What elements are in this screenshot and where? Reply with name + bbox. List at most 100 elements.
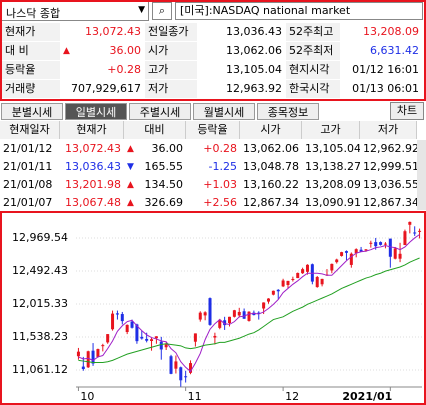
candle-body: [296, 272, 300, 279]
candle-body: [330, 263, 334, 271]
high: 13,208.09: [305, 178, 360, 191]
tab[interactable]: 분별시세: [1, 103, 63, 120]
date: 21/01/08: [3, 178, 53, 191]
column-header: 고가: [302, 121, 360, 139]
change-cell: ▲ 326.69: [124, 194, 186, 212]
candle-body: [413, 232, 417, 234]
candle-body: [120, 314, 124, 322]
arrow: ▲: [127, 180, 134, 190]
quote-value: ▲ 36.00: [60, 42, 144, 60]
quote-value: 707,929,617: [71, 82, 141, 95]
moving-average: [78, 257, 420, 363]
candle-body: [344, 251, 348, 253]
quote-label: 등락율: [2, 61, 60, 79]
arrow: ▼: [127, 162, 134, 172]
market-name: [미국]:NASDAQ national market: [175, 2, 423, 20]
candle-body: [320, 278, 324, 285]
candle-body: [193, 333, 197, 342]
quote-label: 현지시각: [286, 61, 340, 79]
candle-body: [115, 313, 119, 315]
candle-body: [101, 345, 105, 347]
candle-body: [301, 269, 305, 274]
candle-body: [81, 366, 85, 370]
scrollbar[interactable]: [417, 140, 426, 210]
change: 134.50: [144, 178, 184, 191]
candle-body: [179, 367, 183, 381]
candle-body: [154, 336, 158, 339]
candle-body: [403, 231, 407, 246]
quote-value: 01/13 06:01: [352, 82, 419, 95]
quote-panel: [0, 0, 426, 101]
candle-body: [398, 253, 402, 259]
candle-body: [208, 298, 212, 325]
candle-body: [364, 249, 368, 251]
change-cell: ▲ 134.50: [124, 176, 186, 194]
tab[interactable]: 월별시세: [193, 103, 255, 120]
change: 36.00: [151, 142, 184, 155]
y-tick-label: 12,492.43: [12, 264, 68, 277]
tab[interactable]: 일별시세: [65, 103, 127, 120]
rate: +0.28: [203, 142, 237, 155]
candle-body: [150, 339, 154, 342]
quote-value: 6,631.42: [370, 44, 419, 57]
candle-body: [286, 280, 290, 285]
tab[interactable]: 종목정보: [257, 103, 319, 120]
candle-body: [354, 249, 358, 254]
rate: +1.03: [203, 178, 237, 191]
quote-label: 52주최고: [286, 23, 340, 41]
high: 13,090.91: [305, 196, 360, 209]
candle-body: [96, 349, 100, 357]
x-tick-label: 11: [188, 390, 202, 403]
candle-body: [228, 316, 232, 324]
x-tick-label: 2021/01: [342, 390, 392, 403]
candle-body: [106, 334, 110, 343]
candle-body: [379, 242, 383, 245]
quote-value: 12,963.92: [226, 82, 282, 95]
high: 13,105.04: [305, 142, 360, 155]
low: 12,999.51: [363, 160, 417, 173]
candle-body: [169, 356, 173, 374]
dropdown-arrow: ▼: [138, 5, 145, 15]
candle-body: [125, 324, 129, 333]
tab[interactable]: 주별시세: [129, 103, 191, 120]
search-button[interactable]: ⌕: [152, 2, 172, 20]
column-header: 현재가: [60, 121, 124, 139]
candle-body: [237, 311, 241, 316]
quote-label: 저가: [145, 80, 197, 98]
candle-body: [159, 341, 163, 350]
column-header: 현재일자: [0, 121, 60, 139]
quote-label: 전일종가: [145, 23, 197, 41]
change: 165.55: [144, 160, 184, 173]
open: 13,062.06: [243, 142, 299, 155]
candle-body: [393, 248, 397, 259]
chart-button[interactable]: 차트: [390, 102, 424, 120]
change-cell: ▲ 36.00: [124, 140, 186, 158]
y-tick-label: 12,969.54: [12, 231, 68, 244]
symbol: 나스닥 종합: [6, 7, 61, 20]
date: 21/01/07: [3, 196, 53, 209]
arrow: ▲: [127, 198, 134, 208]
column-header: 대비: [124, 121, 186, 139]
candle-body: [388, 238, 392, 257]
candle-body: [213, 335, 217, 338]
date: 21/01/11: [3, 160, 53, 173]
change: 326.69: [144, 196, 184, 209]
candle-body: [86, 351, 90, 368]
quote-value: 13,072.43: [85, 25, 141, 38]
candle-body: [135, 324, 139, 342]
x-tick-label: 12: [285, 390, 299, 403]
y-tick-label: 11,538.23: [12, 330, 68, 343]
up-arrow: ▲: [63, 46, 70, 56]
candle-body: [383, 243, 387, 245]
column-header: 등락율: [186, 121, 240, 139]
open: 12,867.34: [243, 196, 299, 209]
candle-body: [189, 363, 193, 373]
quote-value: +0.28: [107, 63, 141, 76]
candle-body: [184, 376, 188, 378]
price: 13,036.43: [65, 160, 121, 173]
candle-body: [349, 253, 353, 265]
quote-value: 13,208.09: [363, 25, 419, 38]
candle-body: [257, 312, 261, 314]
candle-body: [174, 361, 178, 369]
price: 13,067.48: [65, 196, 121, 209]
